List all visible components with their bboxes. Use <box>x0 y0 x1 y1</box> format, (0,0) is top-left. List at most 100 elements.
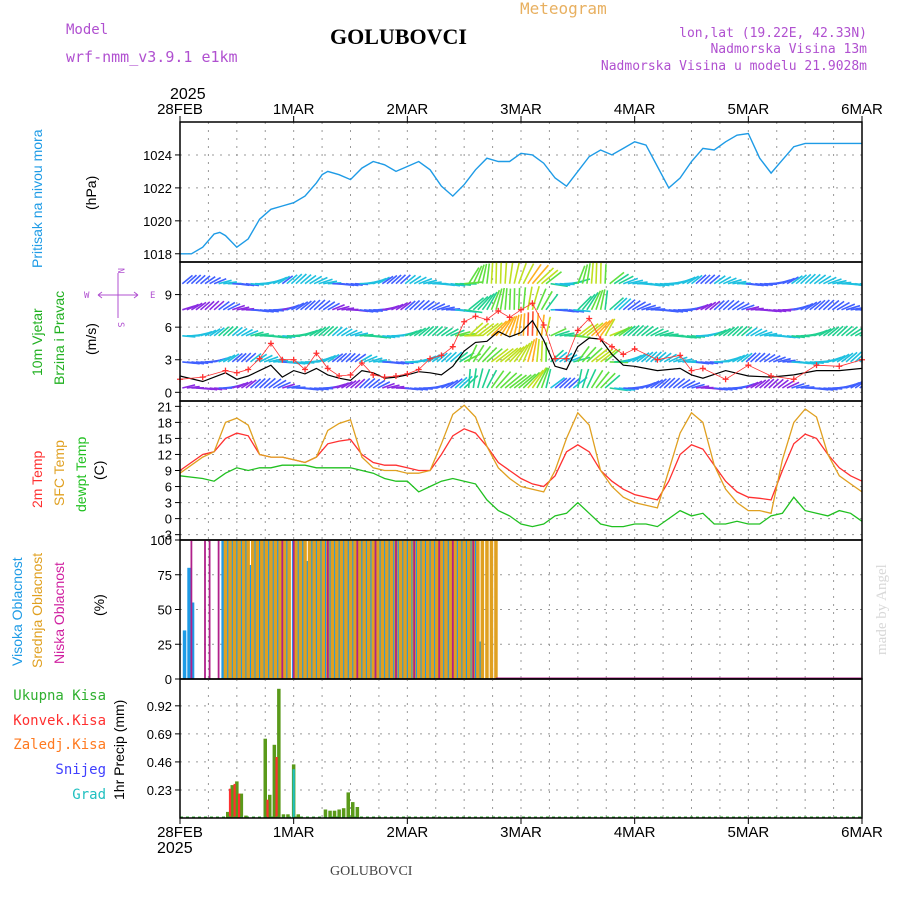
wind-vector <box>754 329 768 337</box>
wind-vector <box>759 331 773 337</box>
wind-vector <box>518 342 531 363</box>
cloud-bar-high <box>396 540 400 679</box>
wind-vector <box>822 299 835 311</box>
wind-vector <box>722 299 735 311</box>
cloud-bar-mid <box>246 540 250 679</box>
wind-vector <box>517 313 523 336</box>
cloud-bar-high <box>337 540 341 679</box>
wind-vector <box>745 381 759 389</box>
year-top: 2025 <box>170 86 206 103</box>
wind-vector <box>445 328 459 337</box>
wind-vector <box>204 300 215 311</box>
model-label: Model <box>66 22 108 38</box>
wind-vector <box>531 367 547 389</box>
wind-vector <box>327 302 340 311</box>
wind-vector <box>772 378 784 389</box>
wind-vector <box>590 290 602 311</box>
cloud-bar-mid <box>260 540 264 679</box>
cloud-bar-high <box>364 540 369 679</box>
wind-vector <box>527 286 533 310</box>
wind-vector <box>618 298 632 311</box>
wind-vector <box>468 267 480 285</box>
cloud-bar-high <box>460 540 464 679</box>
wind-vector <box>768 354 781 363</box>
cloud-bar-high <box>401 540 405 679</box>
cloud-bar-high <box>305 560 310 679</box>
wind-vector <box>809 273 821 285</box>
wind-vector <box>464 309 483 314</box>
wind-vector <box>686 381 701 389</box>
wind-vector <box>754 352 766 363</box>
wind-vector <box>841 303 856 311</box>
wind-vector <box>691 383 705 389</box>
cloud-bar-high <box>301 540 305 679</box>
time-label-bottom: 6MAR <box>841 824 883 841</box>
wind-vector <box>718 276 732 285</box>
wind-vector <box>409 299 421 311</box>
pressure-unit: (hPa) <box>83 176 99 210</box>
wind-vector <box>304 274 317 285</box>
wind-vector <box>490 320 508 337</box>
cloud-bar-low <box>281 540 284 679</box>
wind-vector <box>218 279 232 285</box>
product-title: Meteogram <box>520 0 607 18</box>
cloud-bar-low <box>395 540 397 679</box>
y-tick-label: 0 <box>165 385 172 400</box>
wind-vector <box>504 373 523 389</box>
watermark: made by Angel <box>874 564 890 655</box>
cloud-bar-mid <box>407 540 412 679</box>
wind-vector <box>764 332 778 337</box>
cloud-label-low: Niska Oblacnost <box>51 562 67 664</box>
wind-vector <box>232 304 246 311</box>
wind-vector <box>304 300 316 311</box>
wind-vector <box>490 262 494 284</box>
wind-vector <box>449 351 463 363</box>
wind-unit: (m/s) <box>83 323 99 355</box>
wind-vector <box>559 352 573 363</box>
wind-vector <box>481 263 488 284</box>
wind-vector <box>600 348 618 363</box>
wind-vector <box>309 327 323 337</box>
wind-vector <box>508 315 518 337</box>
wind-vector <box>577 345 590 363</box>
wind-vector <box>336 352 348 363</box>
precip-bar-total <box>239 793 244 818</box>
wind-vector <box>818 328 832 337</box>
wind-vector <box>209 328 221 337</box>
wind-vector <box>377 381 391 389</box>
wind-vector <box>745 352 757 363</box>
cloud-bar-high <box>266 540 271 679</box>
wind-vector <box>786 276 799 285</box>
wind-vector <box>263 377 276 389</box>
wind-vector <box>281 275 294 285</box>
wind-vector <box>640 325 654 337</box>
cloud-bar-high <box>410 540 414 679</box>
time-label-top: 28FEB <box>157 101 203 118</box>
wind-vector <box>609 271 625 285</box>
wind-vector <box>236 381 249 389</box>
wind-vector <box>577 295 592 311</box>
wind-vector <box>286 274 298 285</box>
wind-vector <box>245 379 257 389</box>
cloud-bar-low <box>451 540 454 679</box>
wind-vector <box>600 372 616 389</box>
wind-vector <box>499 262 502 284</box>
wind-vector <box>663 353 678 363</box>
y-tick-label: 100 <box>150 533 172 548</box>
wind-vector <box>522 313 526 336</box>
wind-vector <box>855 282 862 286</box>
wind-vector <box>395 302 408 311</box>
pressure-line <box>180 132 862 255</box>
temp-dewpt-line <box>179 464 863 528</box>
wind-vector <box>467 344 478 363</box>
wind-vector <box>340 328 353 337</box>
compass-w: W <box>84 291 90 301</box>
wind-vector <box>427 325 439 337</box>
wind-vector <box>445 379 459 389</box>
cloud-bar-mid <box>312 540 316 679</box>
wind-vector <box>654 378 667 389</box>
wind-vector <box>773 356 786 363</box>
y-tick-label: 0.46 <box>147 755 172 770</box>
wind-vector <box>345 352 356 363</box>
wind-vector <box>318 325 331 337</box>
